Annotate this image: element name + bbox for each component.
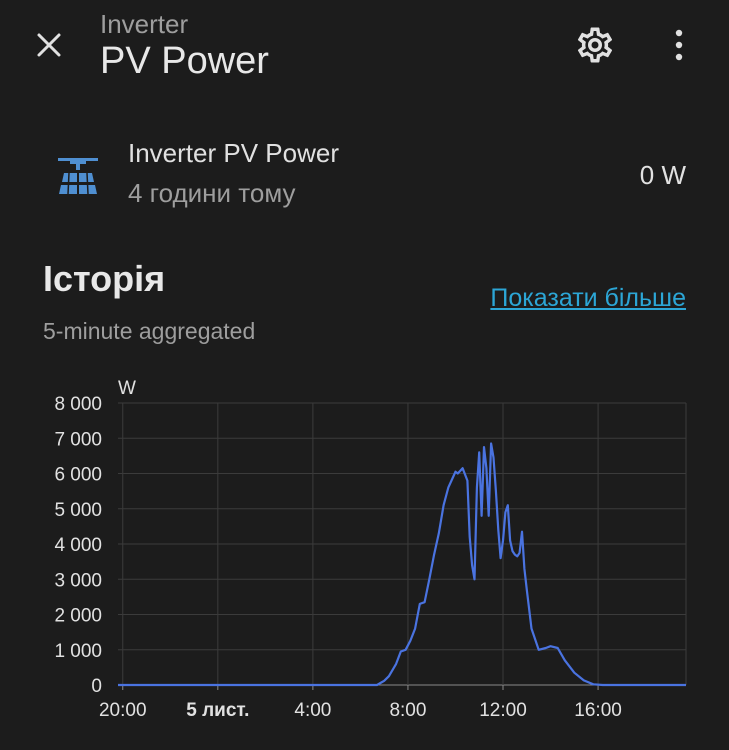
y-tick-label: 5 000 xyxy=(54,500,102,521)
gear-icon xyxy=(577,27,613,63)
y-tick-label: 1 000 xyxy=(54,641,102,662)
settings-button[interactable] xyxy=(574,24,616,66)
x-axis-ticks: 20:00 5 лист. 4:00 8:00 12:00 16:00 xyxy=(99,700,622,721)
x-tick-label: 20:00 xyxy=(99,700,147,721)
y-tick-label: 0 xyxy=(91,676,102,697)
history-heading: Історія xyxy=(43,258,166,299)
device-name: Inverter xyxy=(100,9,189,39)
close-icon xyxy=(37,33,61,57)
last-changed: 4 години тому xyxy=(128,178,296,208)
x-tick-label: 5 лист. xyxy=(186,700,249,721)
page-title: PV Power xyxy=(100,40,269,82)
chart-grid xyxy=(118,402,687,690)
y-tick-label: 4 000 xyxy=(54,535,102,556)
y-tick-label: 3 000 xyxy=(54,570,102,591)
x-tick-label: 4:00 xyxy=(294,700,331,721)
x-tick-label: 12:00 xyxy=(479,700,527,721)
solar-panel-icon xyxy=(56,156,100,200)
x-tick-label: 8:00 xyxy=(389,700,426,721)
y-tick-label: 2 000 xyxy=(54,606,102,627)
y-tick-label: 6 000 xyxy=(54,465,102,486)
series-line xyxy=(118,442,686,687)
y-tick-label: 8 000 xyxy=(54,394,102,415)
history-chart[interactable]: W 0 1 000 2 000 3 000 4 000 5 000 6 000 7 000 8 … xyxy=(0,370,729,740)
entity-name: Inverter PV Power xyxy=(128,138,339,168)
x-tick-label: 16:00 xyxy=(574,700,622,721)
y-tick-label: 7 000 xyxy=(54,429,102,450)
close-button[interactable] xyxy=(30,26,68,64)
y-axis-unit: W xyxy=(118,378,136,399)
entity-state: 0 W xyxy=(639,160,686,190)
more-options-button[interactable] xyxy=(664,24,694,66)
show-more-link[interactable]: Показати більше xyxy=(490,284,686,312)
title-block: Inverter PV Power xyxy=(100,8,269,84)
aggregation-label: 5-minute aggregated xyxy=(43,318,256,344)
y-axis-ticks: 0 1 000 2 000 3 000 4 000 5 000 6 000 7 000 8 00… xyxy=(54,394,102,697)
entity-row[interactable]: Inverter PV Power 4 години тому 0 W xyxy=(0,130,729,220)
more-vertical-icon xyxy=(675,29,683,61)
dialog-header: Inverter PV Power xyxy=(0,0,729,100)
